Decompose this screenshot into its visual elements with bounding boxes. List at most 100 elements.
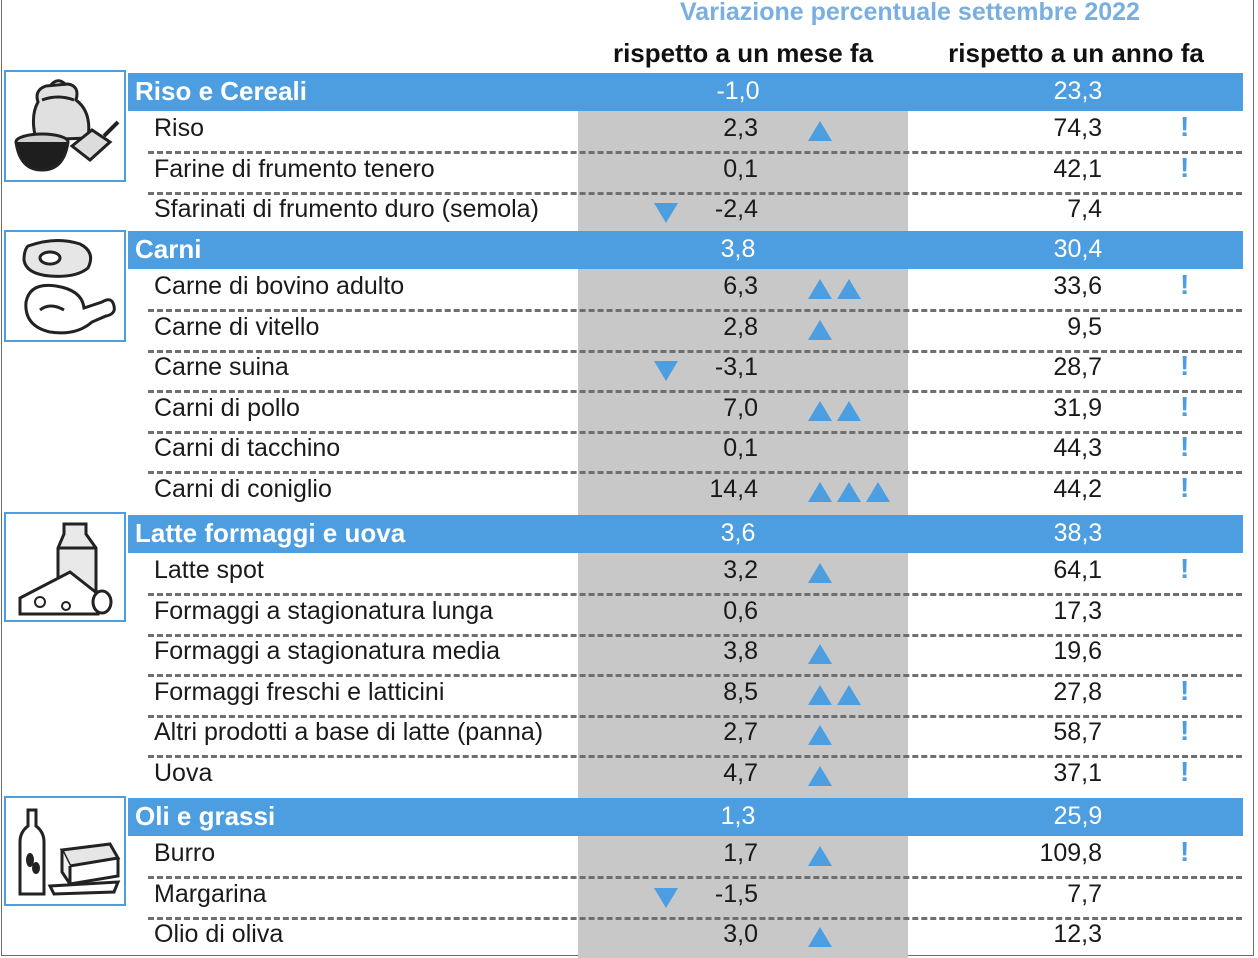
year-change-value: 7,4 [1067, 195, 1102, 224]
product-name: Altri prodotti a base di latte (panna) [154, 718, 544, 747]
row-divider [148, 916, 1242, 920]
row-divider [148, 633, 1242, 637]
category-month-change: 1,3 [720, 802, 756, 830]
up-arrows [808, 644, 837, 665]
dairy-icon [4, 512, 126, 622]
up-arrows [808, 482, 895, 502]
product-name: Olio di oliva [154, 920, 284, 949]
row-divider [148, 471, 1242, 475]
table-row: Formaggi a stagionatura lunga 0,6 17,3 [0, 595, 1250, 637]
down-arrow-icon [654, 887, 678, 908]
category-year-change: 23,3 [1053, 77, 1103, 105]
up-arrows [808, 725, 837, 746]
month-change-value: 0,1 [723, 434, 758, 463]
product-name: Latte spot [154, 556, 264, 584]
up-arrow-icon [808, 279, 832, 299]
table-row: Riso 2,3 74,3! [0, 111, 1250, 154]
month-change-value: 4,7 [723, 759, 758, 787]
meat-icon [4, 230, 126, 342]
product-name: Carne suina [154, 353, 289, 382]
category-year-change: 30,4 [1053, 235, 1103, 263]
year-change-value: 9,5 [1067, 312, 1102, 341]
month-change-value: 2,3 [723, 114, 758, 142]
alert-icon: ! [1180, 472, 1190, 503]
up-arrow-icon [808, 644, 832, 665]
product-name: Carne di vitello [154, 312, 320, 341]
product-name: Margarina [154, 879, 267, 908]
month-change-value: 2,8 [723, 312, 758, 341]
product-name: Carne di bovino adulto [154, 272, 405, 300]
table-title: Variazione percentuale settembre 2022 [680, 0, 1140, 26]
category-header-row: Riso e Cereali -1,0 23,3 [128, 73, 1243, 111]
table-row: Sfarinati di frumento duro (semola) -2,4 7… [0, 193, 1250, 233]
row-divider [148, 714, 1242, 718]
product-name: Farine di frumento tenero [154, 154, 435, 183]
year-change-value: 12,3 [1053, 920, 1102, 949]
up-arrows [808, 400, 866, 421]
year-change-value: 58,7 [1053, 718, 1102, 747]
table-row: Carni di pollo 7,0 31,9! [0, 390, 1250, 434]
year-change-value: 33,6 [1053, 272, 1102, 300]
table-row: Margarina -1,5 7,7 [0, 878, 1250, 920]
month-change-value: 0,6 [723, 596, 758, 625]
up-arrow-icon [837, 482, 861, 502]
up-arrow-icon [808, 846, 832, 866]
alert-icon: ! [1180, 836, 1190, 867]
table-row: Carni di coniglio 14,4 44,2! [0, 472, 1250, 513]
alert-icon: ! [1180, 390, 1190, 422]
up-arrow-icon [808, 725, 832, 746]
product-name: Carni di tacchino [154, 434, 341, 463]
product-name: Carni di pollo [154, 393, 300, 422]
month-change-value: 8,5 [723, 677, 758, 706]
year-change-value: 28,7 [1053, 353, 1102, 382]
up-arrow-icon [808, 319, 832, 340]
category-header-row: Carni 3,8 30,4 [128, 231, 1243, 269]
table-row: Olio di oliva 3,0 12,3 [0, 918, 1250, 958]
row-divider [148, 390, 1242, 394]
row-divider [148, 309, 1242, 312]
up-arrows [808, 927, 837, 948]
year-change-value: 42,1 [1053, 154, 1102, 183]
up-arrow-icon [866, 482, 890, 502]
product-name: Burro [154, 839, 216, 867]
category-name: Riso e Cereali [135, 76, 307, 106]
category-name: Oli e grassi [135, 801, 276, 831]
column-header-year: rispetto a un anno fa [948, 38, 1204, 68]
row-divider [148, 151, 1242, 154]
product-name: Uova [154, 759, 213, 787]
month-change-value: 0,1 [723, 154, 758, 183]
month-change-value: 7,0 [723, 393, 758, 422]
year-change-value: 37,1 [1053, 759, 1102, 787]
category-name: Carni [135, 234, 202, 264]
product-name: Riso [154, 114, 205, 142]
row-divider [148, 593, 1242, 596]
month-change-value: -3,1 [714, 353, 758, 382]
up-arrows [808, 563, 837, 583]
alert-icon: ! [1180, 111, 1190, 142]
up-arrow-icon [808, 121, 832, 141]
alert-icon: ! [1180, 715, 1190, 747]
month-change-value: 1,7 [723, 839, 758, 867]
up-arrow-icon [808, 927, 832, 948]
product-name: Carni di coniglio [154, 475, 332, 503]
row-divider [148, 674, 1242, 678]
up-arrow-icon [808, 482, 832, 502]
month-change-value: 3,0 [723, 920, 758, 949]
down-arrow-icon [654, 361, 678, 382]
product-name: Formaggi a stagionatura lunga [154, 596, 494, 625]
up-arrows [808, 684, 866, 705]
year-change-value: 44,2 [1053, 475, 1102, 503]
table-row: Farine di frumento tenero 0,1 42,1! [0, 151, 1250, 195]
up-arrows [808, 846, 837, 866]
year-change-value: 74,3 [1053, 114, 1102, 142]
row-divider [148, 876, 1242, 879]
product-name: Formaggi a stagionatura media [154, 637, 501, 666]
month-change-value: -2,4 [714, 195, 758, 224]
alert-icon: ! [1180, 431, 1190, 463]
alert-icon: ! [1180, 151, 1190, 183]
alert-icon: ! [1180, 350, 1190, 382]
category-name: Latte formaggi e uova [135, 518, 406, 548]
month-change-value: 3,2 [723, 556, 758, 584]
year-change-value: 17,3 [1053, 596, 1102, 625]
month-change-value: -1,5 [714, 879, 758, 908]
